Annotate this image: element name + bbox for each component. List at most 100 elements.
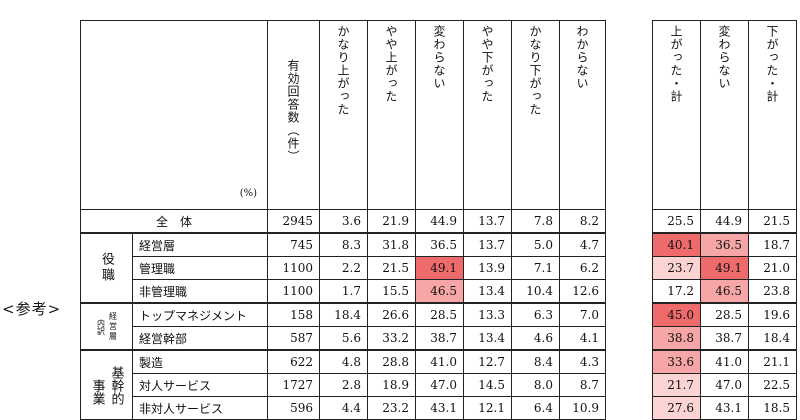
- table-cell: 47.0: [415, 373, 464, 397]
- table-cell: 基幹的: [108, 365, 124, 405]
- table-cell: 27.6: [652, 396, 701, 420]
- table-cell: 36.5: [415, 232, 464, 257]
- row-label: 製造: [132, 349, 268, 374]
- table-cell: かなり下がった: [528, 25, 542, 116]
- table-cell: 8.7: [559, 373, 606, 397]
- row-label: 経営幹部: [132, 326, 268, 351]
- table-cell: 15.5: [367, 279, 416, 304]
- header-s3: 下がった・計: [748, 20, 797, 210]
- table-cell: 622: [267, 349, 320, 374]
- header-c6: わからない: [559, 20, 606, 210]
- row-total: 全 体 2945 3.6 21.9 44.9 13.7 7.8 8.2: [80, 209, 606, 234]
- table-cell: 19.6: [748, 302, 797, 327]
- table-cell: 18.7: [748, 232, 797, 257]
- table-cell: 2.2: [319, 256, 368, 280]
- percent-unit: (%): [239, 188, 257, 199]
- group-role: 役職: [80, 232, 133, 304]
- table-row: (%) 有効回答数（件） かなり上がった やや上がった 変わらない やや下がった…: [80, 20, 606, 210]
- table-cell: 上がった・計: [669, 25, 683, 103]
- table-cell: 12.6: [559, 279, 606, 304]
- table-cell: 7.1: [511, 256, 560, 280]
- table-row: 40.1 36.5 18.7: [652, 232, 797, 257]
- table-cell: 4.3: [559, 349, 606, 374]
- corner-cell: (%): [80, 20, 268, 210]
- table-cell: 745: [267, 232, 320, 257]
- main-table: (%) 有効回答数（件） かなり上がった やや上がった 変わらない やや下がった…: [80, 20, 606, 420]
- table-cell: 28.5: [700, 302, 749, 327]
- table-cell: かなり上がった: [336, 25, 350, 116]
- table-cell: 17.2: [652, 279, 701, 304]
- table-cell: やや下がった: [480, 25, 494, 103]
- table-cell: 47.0: [700, 373, 749, 397]
- table-cell: 10.9: [559, 396, 606, 420]
- table-row: 上がった・計 変わらない 下がった・計: [652, 20, 797, 210]
- table-cell: 21.5: [748, 209, 797, 234]
- table-cell: 4.4: [319, 396, 368, 420]
- table-cell: 28.5: [415, 302, 464, 327]
- cell: 2945: [267, 209, 320, 234]
- cell: 7.8: [511, 209, 560, 234]
- table-cell: 43.1: [415, 396, 464, 420]
- cell: 44.9: [415, 209, 464, 234]
- table-cell: 5.6: [319, 326, 368, 351]
- row-exec-staff: 経営幹部 587 5.6 33.2 38.7 13.4 4.6 4.1: [81, 326, 606, 351]
- table-cell: 45.0: [652, 302, 701, 327]
- table-row: 27.6 43.1 18.5: [652, 396, 797, 420]
- table-cell: 内訳: [96, 318, 106, 335]
- cell: 21.9: [367, 209, 416, 234]
- table-row: 17.2 46.5 23.8: [652, 279, 797, 304]
- table-cell: 経営: [108, 311, 118, 332]
- table-cell: 18.4: [748, 326, 797, 351]
- row-nonmanager: 非管理職 1100 1.7 15.5 46.5 13.4 10.4 12.6: [81, 279, 606, 304]
- table-cell: 26.6: [367, 302, 416, 327]
- table-cell: 23.8: [748, 279, 797, 304]
- total-label: 全 体: [80, 209, 268, 234]
- table-cell: 5.0: [511, 232, 560, 257]
- table-cell: 事業: [89, 379, 105, 405]
- table-cell: 21.0: [748, 256, 797, 280]
- row-top-management: 内訳 経営層 トップマネジメント 158 18.4 26.6 28.5 13.3…: [80, 302, 606, 351]
- table-cell: 変わらない: [432, 25, 446, 90]
- cell: 8.2: [559, 209, 606, 234]
- row-label: トップマネジメント: [132, 302, 268, 327]
- table-cell: 49.1: [415, 256, 464, 280]
- group-management: 内訳 経営層: [80, 302, 133, 351]
- table-row: 45.0 28.5 19.6: [652, 302, 797, 327]
- row-manager: 管理職 1100 2.2 21.5 49.1 13.9 7.1 6.2: [81, 256, 606, 280]
- table-cell: 4.6: [511, 326, 560, 351]
- table-row: 23.7 49.1 21.0: [652, 256, 797, 280]
- table-cell: 18.4: [319, 302, 368, 327]
- table-row: 21.7 47.0 22.5: [652, 373, 797, 397]
- table-cell: 13.4: [463, 279, 512, 304]
- table-row: 33.6 41.0 21.1: [652, 349, 797, 374]
- reference-label: <参考>: [2, 300, 62, 318]
- summary-table: 上がった・計 変わらない 下がった・計 25.5 44.9 21.5 40.1 36.…: [652, 20, 797, 420]
- row-label: 非対人サービス: [132, 396, 268, 420]
- row-personal-service: 対人サービス 1727 2.8 18.9 47.0 14.5 8.0 8.7: [81, 373, 606, 397]
- cell: 13.7: [463, 209, 512, 234]
- table-cell: 12.7: [463, 349, 512, 374]
- table-cell: 13.4: [463, 326, 512, 351]
- table-cell: 43.1: [700, 396, 749, 420]
- header-s2: 変わらない: [700, 20, 749, 210]
- table-cell: 1100: [267, 256, 320, 280]
- group-core-business: 事業 基幹的: [80, 349, 133, 420]
- table-cell: 6.2: [559, 256, 606, 280]
- table-cell: 4.1: [559, 326, 606, 351]
- table-cell: 38.8: [652, 326, 701, 351]
- table-cell: 6.4: [511, 396, 560, 420]
- table-cell: 587: [267, 326, 320, 351]
- table-cell: 38.7: [415, 326, 464, 351]
- table-cell: 1100: [267, 279, 320, 304]
- table-cell: 有効回答数（件）: [286, 59, 300, 163]
- table-cell: 158: [267, 302, 320, 327]
- table-cell: 40.1: [652, 232, 701, 257]
- table-cell: 33.6: [652, 349, 701, 374]
- table-cell: 22.5: [748, 373, 797, 397]
- table-cell: 下がった・計: [765, 25, 779, 103]
- table-cell: 41.0: [700, 349, 749, 374]
- row-manufacturing: 事業 基幹的 製造 622 4.8 28.8 41.0 12.7 8.4 4.3: [80, 349, 606, 420]
- table-cell: 13.7: [463, 232, 512, 257]
- table-cell: 23.7: [652, 256, 701, 280]
- table-cell: 4.8: [319, 349, 368, 374]
